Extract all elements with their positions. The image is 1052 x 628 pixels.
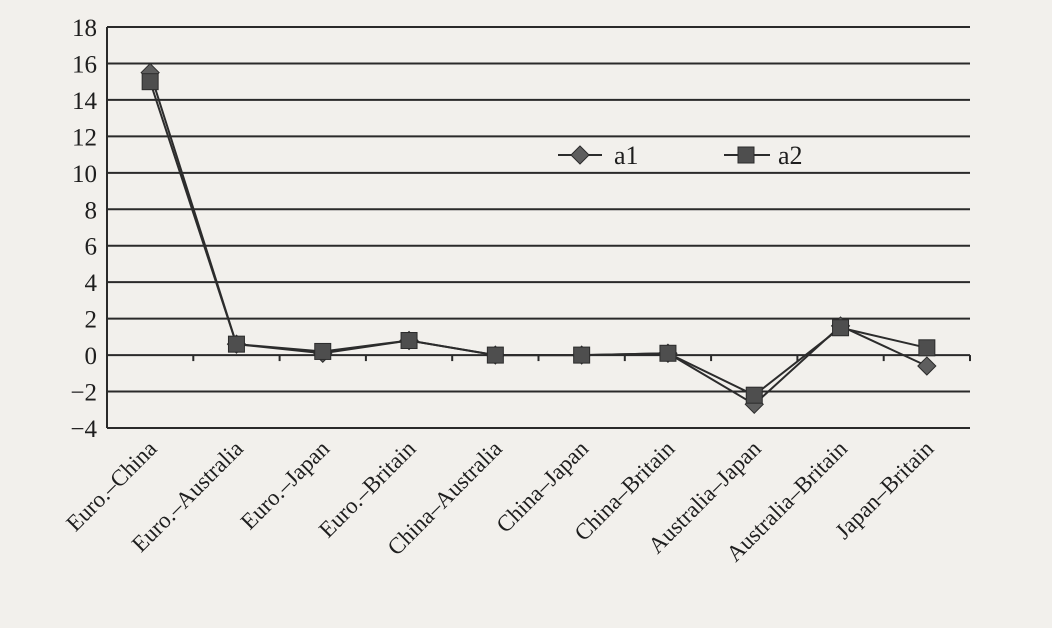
y-tick-label: −2 [70, 380, 97, 407]
series-a2-line [149, 81, 928, 397]
y-axis-tick-labels: 18 16 14 12 10 8 6 4 2 0 −2 −4 [70, 15, 97, 443]
x-axis-category-labels: Euro.–ChinaEuro.–AustraliaEuro.–JapanEur… [61, 436, 938, 567]
series-layer [140, 62, 937, 415]
series-a1-point [917, 356, 937, 376]
series-a2-point [314, 342, 332, 360]
legend-a1-label: a1 [614, 141, 639, 170]
legend-item-a2: a2 [724, 141, 803, 170]
legend-a2-label: a2 [778, 141, 803, 170]
series-a2-point [659, 344, 677, 362]
y-tick-label: 10 [72, 161, 97, 188]
y-tick-label: 14 [72, 88, 98, 115]
series-a2-point [918, 339, 936, 357]
series-a2-point [400, 332, 418, 350]
y-tick-label: 2 [85, 307, 98, 334]
legend-a2-square-icon [737, 146, 755, 164]
legend-item-a1: a1 [558, 141, 639, 170]
series-a2-point [832, 319, 850, 337]
series-a2 [141, 73, 936, 404]
series-a2-point [573, 346, 591, 364]
y-tick-label: 16 [72, 51, 97, 78]
legend: a1 a2 [558, 141, 803, 170]
y-tick-label: −4 [70, 416, 97, 443]
y-tick-label: 6 [85, 234, 98, 261]
series-a2-point [745, 386, 763, 404]
y-tick-label: 12 [72, 124, 97, 151]
series-a2-point [141, 73, 159, 91]
series-a2-point [486, 346, 504, 364]
series-a2-point [227, 335, 245, 353]
y-tick-label: 4 [85, 270, 98, 297]
gridlines [106, 26, 971, 429]
y-tick-label: 8 [85, 197, 98, 224]
legend-a1-diamond-icon [570, 145, 590, 165]
y-tick-label: 18 [72, 15, 97, 42]
y-tick-label: 0 [85, 343, 98, 370]
